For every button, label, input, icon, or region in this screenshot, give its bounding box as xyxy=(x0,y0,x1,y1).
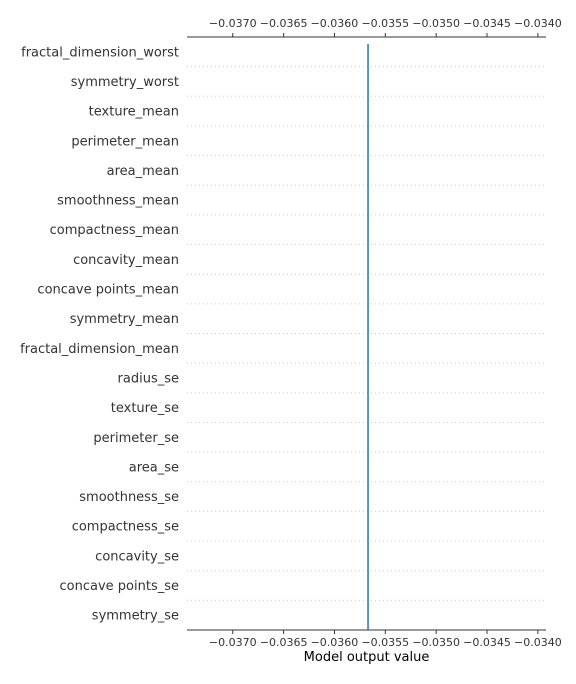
top-tick-label: −0.0350 xyxy=(412,17,460,30)
feature-label: area_se xyxy=(129,460,179,475)
bottom-tick-label: −0.0355 xyxy=(361,636,409,649)
feature-label: concavity_se xyxy=(95,549,179,564)
bottom-tick-label: −0.0350 xyxy=(412,636,460,649)
top-tick-label: −0.0365 xyxy=(260,17,308,30)
feature-labels: fractal_dimension_worst symmetry_worsttex… xyxy=(20,45,179,623)
feature-label: compactness_mean xyxy=(50,223,179,238)
feature-label: fractal_dimension_mean xyxy=(20,342,179,357)
bottom-tick-label: −0.0365 xyxy=(260,636,308,649)
feature-label: compactness_se xyxy=(72,520,179,535)
bottom-tick-label: −0.0345 xyxy=(463,636,511,649)
feature-label: concavity_mean xyxy=(73,253,179,268)
grid-lines xyxy=(187,66,546,601)
feature-label: smoothness_se xyxy=(79,490,179,505)
top-tick-label: −0.0340 xyxy=(514,17,562,30)
axes: −0.0370−0.0370−0.0365−0.0365−0.0360−0.03… xyxy=(187,17,562,649)
feature-label: area_mean xyxy=(107,164,179,179)
feature-label: texture_mean xyxy=(89,105,179,120)
top-tick-label: −0.0360 xyxy=(311,17,359,30)
feature-label: fractal_dimension_worst xyxy=(21,45,179,60)
feature-label: symmetry_worst xyxy=(71,75,179,90)
feature-label: symmetry_se xyxy=(92,609,179,624)
top-tick-label: −0.0355 xyxy=(361,17,409,30)
feature-label: radius_se xyxy=(118,371,179,386)
feature-label: symmetry_mean xyxy=(70,312,179,327)
bottom-tick-label: −0.0360 xyxy=(311,636,359,649)
feature-label: concave points_se xyxy=(60,579,179,594)
feature-label: texture_se xyxy=(111,401,179,416)
feature-label: smoothness_mean xyxy=(57,194,179,209)
feature-label: perimeter_mean xyxy=(71,134,179,149)
feature-label: perimeter_se xyxy=(93,431,179,446)
bottom-tick-label: −0.0370 xyxy=(209,636,257,649)
feature-label: concave points_mean xyxy=(37,283,179,298)
bottom-tick-label: −0.0340 xyxy=(514,636,562,649)
top-tick-label: −0.0370 xyxy=(209,17,257,30)
x-axis-label: Model output value xyxy=(304,650,430,665)
top-tick-label: −0.0345 xyxy=(463,17,511,30)
